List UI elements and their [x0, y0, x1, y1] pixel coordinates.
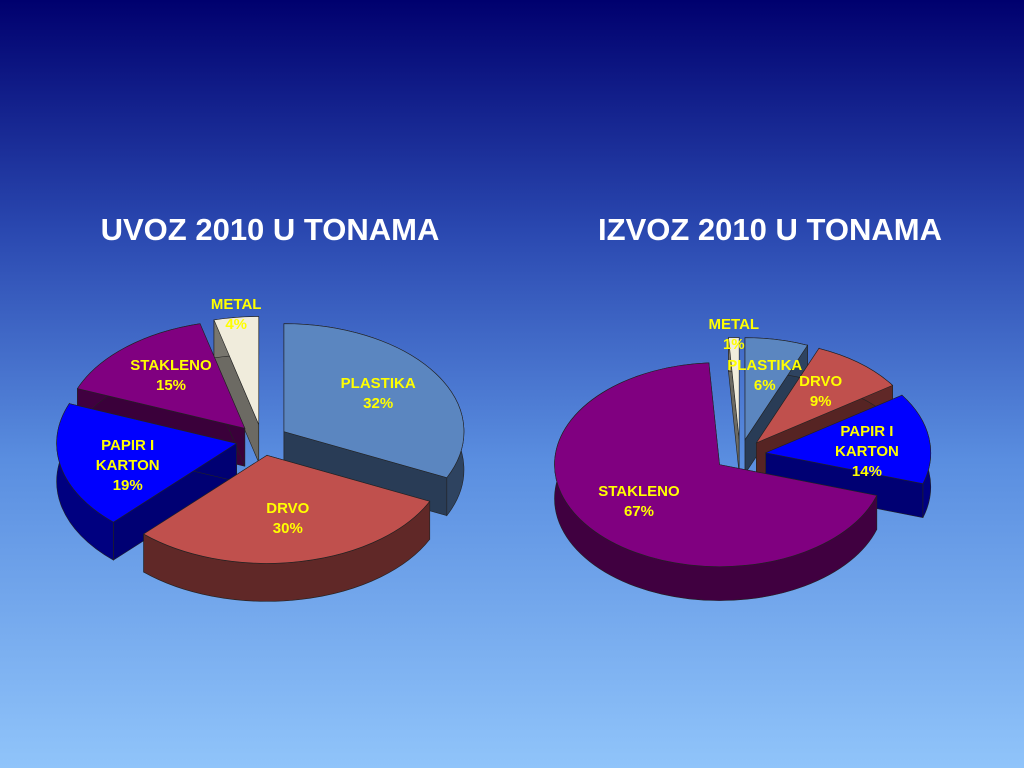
data-label: PLASTIKA 32% [330, 374, 426, 414]
slice-label: DRVO [266, 500, 310, 518]
slice-top [56, 403, 238, 523]
slice-top [283, 323, 465, 478]
data-label: PLASTIKA 6% [717, 356, 813, 396]
value-label: 15% [155, 377, 187, 395]
slice-label: DRVO [799, 372, 843, 390]
value-label: 9% [809, 392, 832, 410]
chart-title: IZVOZ 2010 U TONAMA [598, 212, 942, 247]
slice-top [728, 337, 740, 440]
pie-slice [143, 454, 431, 602]
slice-label: PAPIR I KARTON [834, 422, 899, 460]
slice-label: PLASTIKA [340, 374, 416, 392]
slice-label: PAPIR I KARTON [95, 437, 160, 474]
slice-top [143, 454, 431, 564]
data-label: PAPIR I KARTON 19% [80, 436, 176, 496]
value-label: 4% [225, 316, 248, 334]
slice-top [76, 323, 246, 429]
pie-slice [554, 362, 878, 601]
value-label: 30% [272, 520, 303, 538]
data-label: DRVO 9% [773, 372, 869, 412]
value-label: 14% [851, 462, 882, 480]
value-label: 6% [753, 376, 776, 394]
slice-top [764, 394, 932, 484]
slice-label: STAKLENO [598, 482, 680, 500]
slice-top [554, 362, 878, 567]
slice-top [744, 337, 809, 441]
pie-slice [764, 394, 932, 518]
data-label: STAKLENO 15% [123, 356, 219, 396]
value-label: 1% [722, 336, 745, 354]
pie-slice [213, 316, 260, 463]
value-label: 19% [112, 477, 143, 494]
slice-label: METAL [210, 296, 262, 314]
data-label: METAL 4% [188, 295, 284, 335]
data-label: METAL 1% [686, 315, 782, 355]
data-label: DRVO 30% [240, 499, 336, 539]
slice-label: METAL [708, 316, 760, 334]
slice-top [213, 316, 260, 425]
value-label: 67% [623, 502, 654, 520]
slice-top [755, 348, 894, 444]
chart-title: UVOZ 2010 U TONAMA [100, 212, 440, 247]
slice-label: PLASTIKA [727, 356, 803, 374]
data-label: PAPIR I KARTON 14% [819, 422, 915, 482]
pie-slice [728, 337, 740, 474]
data-label: STAKLENO 67% [591, 482, 687, 522]
value-label: 32% [363, 394, 394, 412]
slice-label: STAKLENO [130, 357, 212, 375]
pie-slice [56, 402, 238, 561]
